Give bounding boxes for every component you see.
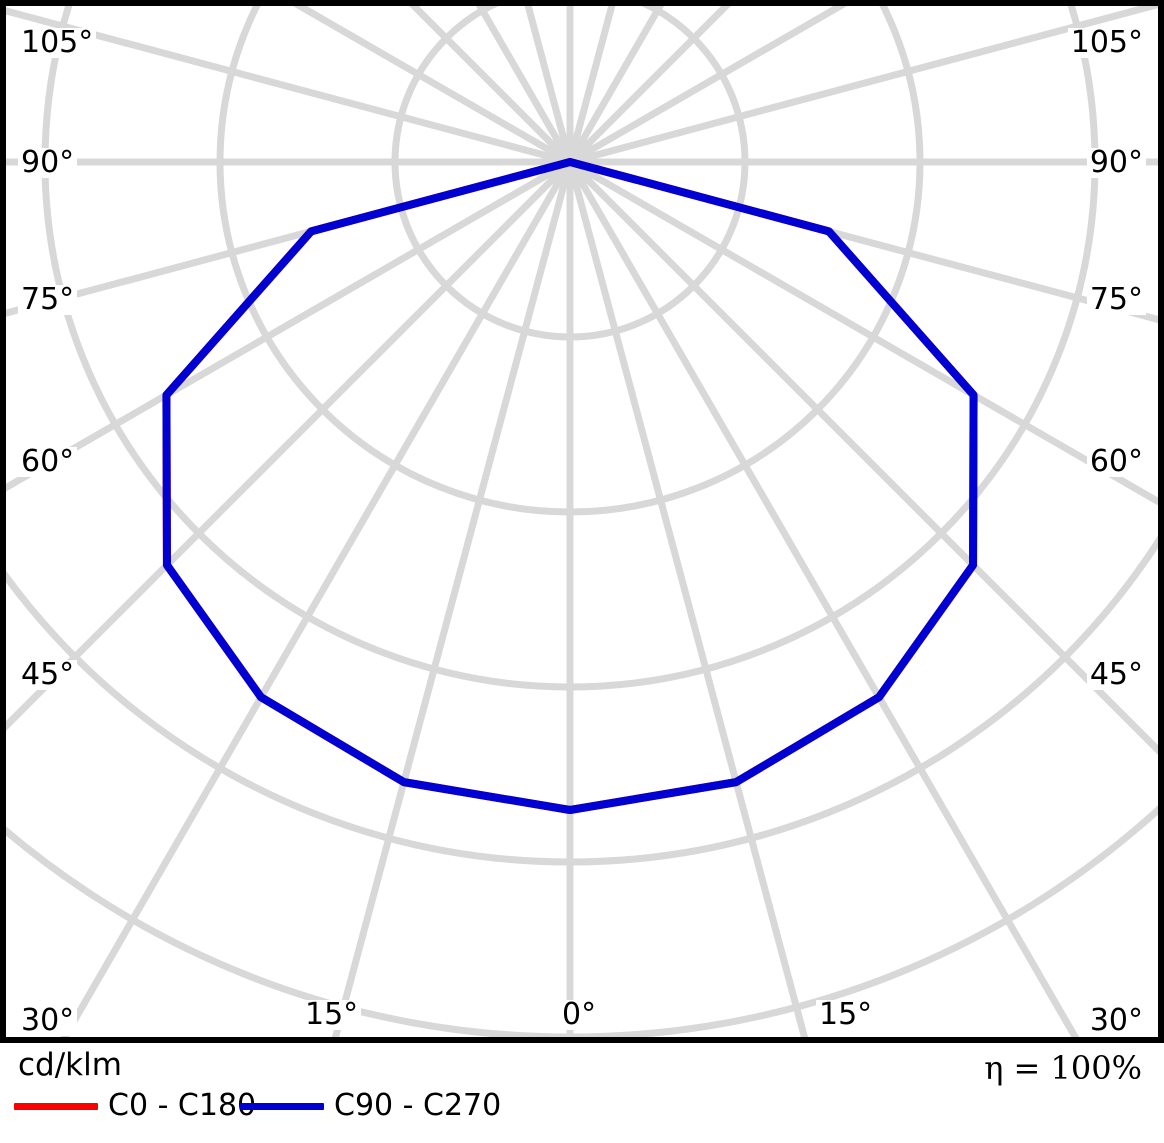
- legend-label-c90-c270: C90 - C270: [334, 1088, 502, 1123]
- axis-label-right-5: 30°: [1086, 1006, 1146, 1036]
- units-label: cd/klm: [18, 1047, 122, 1083]
- legend-label-c0-c180: C0 - C180: [108, 1088, 257, 1123]
- polar-spoke-105: [569, 6, 1158, 166]
- polar-spoke-120: [568, 6, 848, 166]
- legend-entry-c0-c180: C0 - C180: [14, 1091, 256, 1121]
- axis-label-right-3: 60°: [1086, 447, 1146, 477]
- efficiency-label: η = 100%: [984, 1049, 1142, 1087]
- legend-entry-c90-c270: C90 - C270: [240, 1091, 501, 1121]
- axis-label-bottom-0: 15°: [302, 1000, 362, 1030]
- axis-label-left-3: 60°: [18, 447, 78, 477]
- axis-label-bottom-2: 15°: [816, 1000, 876, 1030]
- polar-spoke--15: [331, 161, 574, 1037]
- axis-label-left-2: 75°: [18, 285, 78, 315]
- polar-spoke-60: [568, 158, 1158, 506]
- polar-spoke--30: [60, 160, 574, 1037]
- polar-spoke--105: [6, 7, 571, 166]
- axis-label-left-5: 30°: [18, 1006, 78, 1036]
- polar-grid-and-curves: [6, 6, 1158, 1037]
- legend-swatch-c90-c270: [240, 1102, 324, 1110]
- axis-label-right-1: 90°: [1086, 148, 1146, 178]
- axis-label-left-4: 45°: [18, 660, 78, 690]
- axis-label-right-0: 105°: [1067, 28, 1146, 58]
- polar-gridlines: [6, 6, 1158, 1037]
- polar-spoke-30: [566, 160, 1080, 1037]
- polar-spoke-135: [567, 6, 731, 165]
- axis-label-right-4: 45°: [1086, 660, 1146, 690]
- polar-spoke--120: [292, 6, 572, 166]
- polar-spoke--135: [409, 6, 573, 165]
- polar-spoke-45: [567, 159, 1158, 755]
- polar-spoke--60: [6, 158, 572, 492]
- chart-legend: cd/klm η = 100% C0 - C180 C90 - C270: [0, 1043, 1164, 1143]
- axis-label-left-0: 105°: [18, 28, 97, 58]
- curve-c90-c270: [162, 158, 978, 814]
- plot-area: 105° 90° 75° 60° 45° 30° 105° 90° 75° 60° 45° 30° …: [0, 0, 1164, 1043]
- axis-label-right-2: 75°: [1086, 285, 1146, 315]
- polar-spoke-15: [566, 161, 809, 1037]
- polar-spoke--45: [6, 159, 573, 731]
- legend-swatch-c0-c180: [14, 1102, 98, 1110]
- axis-label-bottom-1: 0°: [559, 1000, 600, 1030]
- axis-label-left-1: 90°: [18, 148, 78, 178]
